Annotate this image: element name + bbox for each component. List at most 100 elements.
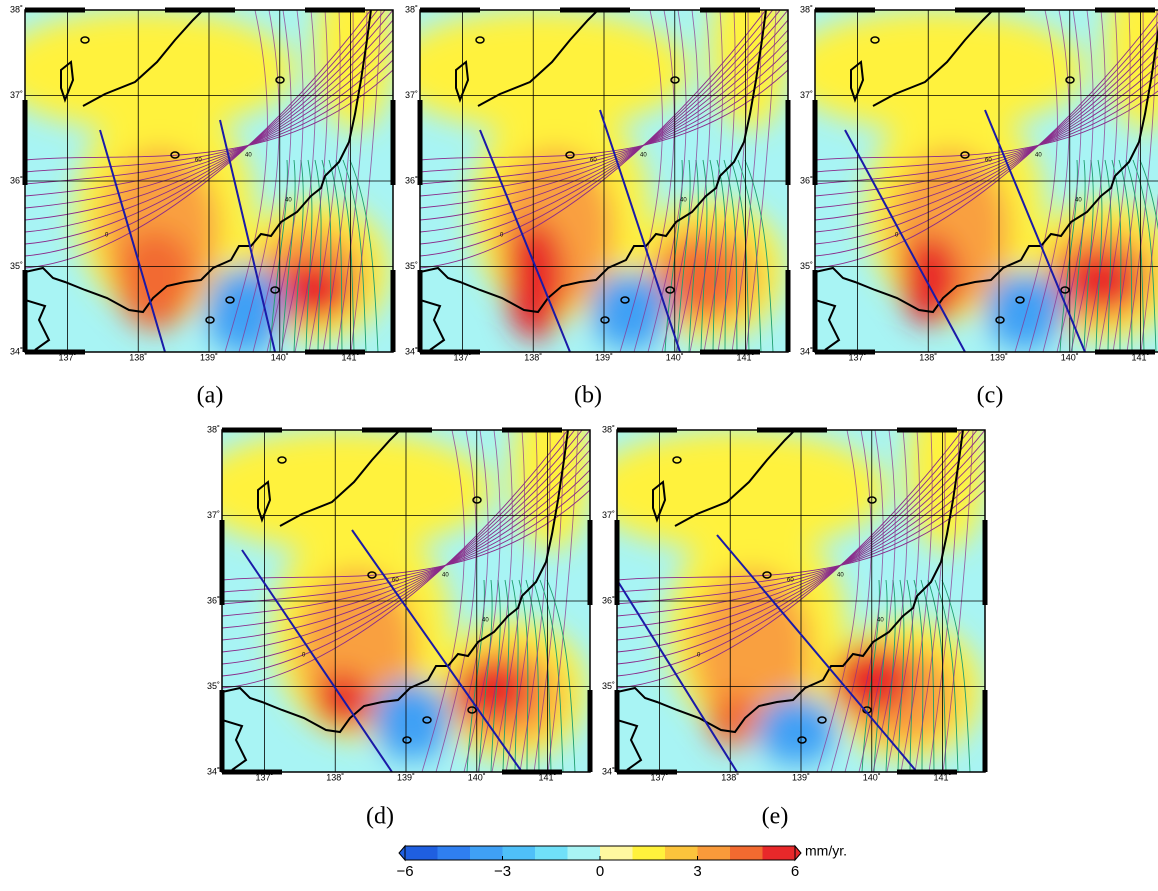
lat-tick-label: 38˚ xyxy=(207,424,220,434)
contour-purple xyxy=(420,19,788,221)
contour-purple xyxy=(617,430,964,689)
island xyxy=(797,736,807,744)
contour-green xyxy=(861,579,880,772)
lat-tick-label: 37˚ xyxy=(602,510,615,520)
frame-bars xyxy=(614,427,988,775)
lon-tick-label: 141˚ xyxy=(737,352,755,362)
profile-line xyxy=(984,109,1086,352)
island xyxy=(475,36,485,44)
contour-purple xyxy=(420,59,788,173)
contour-label: 0 xyxy=(105,233,109,239)
contour-green xyxy=(490,579,501,772)
contour-purple xyxy=(1070,10,1106,352)
contour-green xyxy=(1111,159,1122,352)
contour-green xyxy=(1132,159,1157,352)
contour-label: 40 xyxy=(837,573,844,579)
colorbar-swatch xyxy=(730,846,763,860)
contour-green xyxy=(897,579,905,772)
colorbar-tick-label: −3 xyxy=(494,863,511,880)
contour-purple xyxy=(222,430,576,677)
lat-tick-label: 34˚ xyxy=(405,346,418,356)
island xyxy=(817,716,827,724)
contour-purple xyxy=(815,12,1158,269)
contour-purple xyxy=(815,38,1158,233)
contour-label: 60 xyxy=(392,578,399,584)
contour-purple xyxy=(1014,10,1058,352)
map-body: 60 40 40 0 xyxy=(617,430,985,772)
lon-tick-label: 140˚ xyxy=(271,352,289,362)
contour-purple xyxy=(420,69,788,161)
contour-green xyxy=(1118,159,1133,352)
contour-purple xyxy=(25,10,386,245)
colorbar-swatch xyxy=(632,846,666,860)
contour-purple xyxy=(1140,193,1158,352)
contour-green xyxy=(941,579,971,772)
contour-purple xyxy=(816,430,860,772)
map-panel: 60 40 40 0 34˚ 35˚ 36˚ 37˚ 38˚ 137˚ 138˚ 139˚ 140˚ 14… xyxy=(602,424,988,782)
contour-label: 40 xyxy=(482,618,489,624)
field-extreme xyxy=(660,245,740,315)
colorbar-swatch xyxy=(697,846,731,860)
contour-purple xyxy=(25,10,372,269)
contour-green xyxy=(873,579,888,772)
contour-green xyxy=(349,159,379,352)
contour-purple xyxy=(900,430,933,772)
contour-label: 0 xyxy=(500,233,504,239)
contour-green xyxy=(913,579,924,772)
lat-tick-label: 38˚ xyxy=(10,4,23,14)
colorbar-unit: mm/yr. xyxy=(805,843,847,859)
island xyxy=(225,296,235,304)
profile-line xyxy=(617,579,738,772)
colorbar-arrow xyxy=(398,844,406,862)
contour-purple xyxy=(617,439,985,641)
contour-purple xyxy=(872,430,908,772)
lon-tick-label: 141˚ xyxy=(1132,352,1150,362)
field-extreme xyxy=(505,220,565,340)
profile-line xyxy=(599,109,681,352)
island xyxy=(565,151,575,159)
contour-green xyxy=(539,579,564,772)
contour-green xyxy=(688,159,699,352)
lat-tick-label: 35˚ xyxy=(602,681,615,691)
contour-label: 0 xyxy=(302,653,306,659)
contour-label: 60 xyxy=(787,578,794,584)
contour-green xyxy=(293,159,304,352)
field-extreme xyxy=(707,692,757,748)
contour-purple xyxy=(617,469,985,605)
contour-purple xyxy=(266,10,304,352)
lon-tick-label: 141˚ xyxy=(342,352,360,362)
contour-purple xyxy=(336,10,368,352)
frame-bars xyxy=(22,7,396,355)
colorbar-tick-label: −6 xyxy=(396,863,413,880)
lat-tick-label: 36˚ xyxy=(405,175,418,185)
field-extreme xyxy=(1060,250,1140,310)
profile-line xyxy=(716,534,918,772)
island xyxy=(1065,76,1075,84)
map-body: 60 40 40 0 xyxy=(222,430,590,772)
lat-tick-label: 36˚ xyxy=(800,175,813,185)
contour-purple xyxy=(280,10,316,352)
colorbar-swatch xyxy=(502,846,536,860)
field-extreme xyxy=(757,695,837,765)
lon-tick-label: 139˚ xyxy=(200,352,218,362)
colorbar-swatch xyxy=(762,846,796,860)
lat-tick-label: 34˚ xyxy=(207,766,220,776)
island xyxy=(205,316,215,324)
field-extreme xyxy=(205,265,285,352)
island xyxy=(402,736,412,744)
field-extreme xyxy=(115,230,195,330)
field-extreme xyxy=(590,270,670,350)
contour-label: 40 xyxy=(285,198,292,204)
contour-purple xyxy=(222,469,590,605)
contour-purple xyxy=(420,10,781,245)
island xyxy=(867,496,877,504)
frame-bars xyxy=(812,7,1155,355)
island xyxy=(80,36,90,44)
island xyxy=(670,76,680,84)
contour-purple xyxy=(617,449,985,629)
contour-label: 40 xyxy=(640,153,647,159)
contour-purple xyxy=(815,81,1158,173)
contour-green xyxy=(466,579,485,772)
lon-tick-label: 137˚ xyxy=(255,772,273,782)
contour-purple xyxy=(420,49,788,185)
